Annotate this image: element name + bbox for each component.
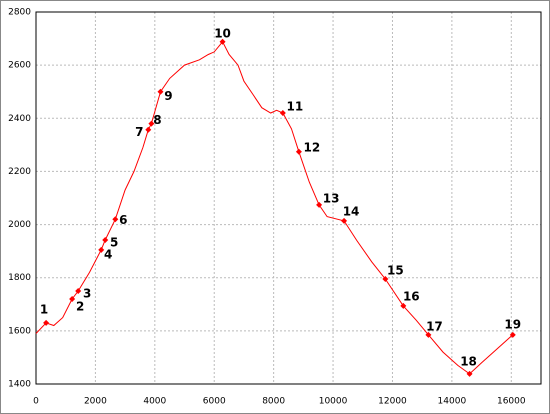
waypoint bbox=[509, 331, 516, 338]
waypoint-label: 3 bbox=[83, 287, 91, 301]
waypoint-label: 8 bbox=[153, 113, 161, 127]
waypoint-label: 2 bbox=[76, 299, 84, 313]
waypoint bbox=[69, 295, 76, 302]
waypoint bbox=[145, 126, 152, 133]
waypoint bbox=[43, 319, 50, 326]
waypoint-label: 11 bbox=[287, 99, 304, 113]
waypoint bbox=[466, 370, 473, 377]
x-tick-label: 0 bbox=[33, 397, 39, 407]
plot-border bbox=[35, 11, 542, 385]
x-tick-label: 4000 bbox=[143, 397, 166, 407]
waypoint-label: 15 bbox=[387, 264, 404, 278]
x-tick-label: 2000 bbox=[84, 397, 107, 407]
y-tick-label: 2600 bbox=[8, 61, 31, 71]
waypoint bbox=[157, 88, 164, 95]
waypoint-label: 12 bbox=[304, 140, 321, 154]
y-tick-label: 2400 bbox=[8, 114, 31, 124]
waypoint-label: 9 bbox=[164, 89, 172, 103]
waypoint bbox=[279, 109, 286, 116]
waypoint-label: 4 bbox=[104, 247, 112, 261]
waypoint-label: 17 bbox=[426, 319, 443, 333]
waypoint bbox=[400, 302, 407, 309]
waypoint bbox=[98, 246, 105, 253]
waypoint bbox=[75, 288, 82, 294]
waypoint-label: 14 bbox=[343, 204, 360, 218]
waypoint-label: 1 bbox=[40, 302, 48, 316]
waypoint bbox=[316, 201, 323, 208]
y-tick-label: 1600 bbox=[8, 326, 31, 336]
x-tick-label: 14000 bbox=[438, 397, 467, 407]
waypoint bbox=[102, 236, 109, 243]
y-tick-label: 2800 bbox=[8, 8, 31, 18]
x-tick-label: 16000 bbox=[497, 397, 526, 407]
waypoint-label: 7 bbox=[135, 125, 143, 139]
y-tick-label: 2200 bbox=[8, 167, 31, 177]
waypoint bbox=[112, 216, 119, 223]
x-tick-label: 8000 bbox=[262, 397, 285, 407]
waypoint-label: 18 bbox=[460, 354, 477, 368]
x-tick-label: 12000 bbox=[378, 397, 407, 407]
waypoint-label: 19 bbox=[504, 317, 521, 331]
x-tick-label: 6000 bbox=[203, 397, 226, 407]
waypoint-label: 13 bbox=[323, 191, 340, 205]
waypoint-label: 10 bbox=[214, 26, 231, 40]
waypoint-label: 16 bbox=[403, 289, 420, 303]
waypoint-label: 5 bbox=[110, 235, 118, 249]
waypoint bbox=[425, 331, 432, 338]
y-tick-label: 1800 bbox=[8, 273, 31, 283]
y-tick-label: 2000 bbox=[8, 220, 31, 230]
waypoint-label: 6 bbox=[119, 213, 127, 227]
y-tick-label: 1400 bbox=[8, 380, 31, 390]
waypoint bbox=[295, 148, 302, 155]
waypoint bbox=[219, 38, 226, 45]
x-tick-label: 10000 bbox=[319, 397, 348, 407]
waypoint bbox=[148, 120, 155, 127]
waypoint bbox=[382, 276, 389, 283]
waypoint bbox=[341, 217, 348, 224]
